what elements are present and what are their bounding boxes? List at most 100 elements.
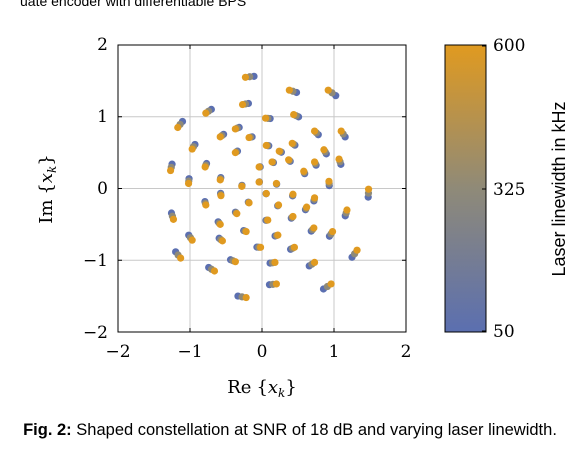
constellation-point-sample xyxy=(328,227,337,236)
constellation-point xyxy=(341,206,351,220)
constellation-point xyxy=(262,216,272,224)
colorbar-tick-label: 50 xyxy=(493,322,515,342)
constellation-point-sample xyxy=(337,127,345,135)
x-tick-label: −2 xyxy=(105,342,130,362)
constellation-point xyxy=(285,86,301,97)
constellation-point-sample xyxy=(255,163,263,171)
constellation-point-sample xyxy=(238,182,246,190)
constellation-point-sample xyxy=(166,166,175,175)
constellation-point xyxy=(245,133,256,142)
constellation-point xyxy=(216,173,225,184)
constellation-point-sample xyxy=(290,111,298,119)
constellation-point xyxy=(290,111,303,121)
constellation-point xyxy=(310,194,319,205)
constellation-point-sample xyxy=(289,190,297,198)
constellation-point-sample xyxy=(274,201,283,209)
constellation-point-sample xyxy=(303,203,311,211)
constellation-point-sample xyxy=(177,254,185,262)
constellation-point-sample xyxy=(285,86,293,94)
constellation-point xyxy=(301,203,311,214)
constellation-point xyxy=(172,248,185,262)
constellation-point xyxy=(364,185,373,201)
constellation-point xyxy=(231,208,241,218)
constellation-point-sample xyxy=(201,163,209,171)
constellation-point-sample xyxy=(262,141,270,150)
colorbar-label: Laser linewidth in kHz xyxy=(549,101,569,276)
constellation-point xyxy=(201,197,210,209)
constellation-point-sample xyxy=(218,237,226,245)
constellation-point-sample xyxy=(231,125,239,133)
constellation-point-sample xyxy=(188,236,196,244)
constellation-point xyxy=(335,155,345,168)
constellation-point xyxy=(238,181,246,190)
constellation-figure: 2 1 0 −1 −2 −2 −1 0 1 2 Re {xk} Im{xk} 60… xyxy=(36,35,569,400)
constellation-point xyxy=(216,130,228,141)
constellation-point-sample xyxy=(290,243,298,251)
y-tick-label: −2 xyxy=(83,323,108,343)
constellation-point-sample xyxy=(262,114,270,122)
constellation-point-sample xyxy=(310,158,319,166)
constellation-point xyxy=(201,159,211,171)
constellation-point xyxy=(231,123,243,133)
constellation-point-sample xyxy=(202,201,210,209)
constellation-point xyxy=(348,246,361,261)
constellation-point-sample xyxy=(288,139,296,147)
constellation-point-sample xyxy=(268,158,276,166)
constellation-point-sample xyxy=(353,246,361,254)
constellation-point xyxy=(185,231,196,244)
constellation-point-sample xyxy=(210,267,219,275)
constellation-point-sample xyxy=(217,192,225,200)
constellation-point xyxy=(167,209,178,223)
constellation-point xyxy=(202,105,215,117)
constellation-point xyxy=(262,114,274,123)
constellation-point-sample xyxy=(231,258,239,266)
constellation-point-sample xyxy=(310,258,319,266)
constellation-point xyxy=(166,160,176,175)
x-tick-label: 0 xyxy=(257,342,268,362)
constellation-point xyxy=(253,243,265,251)
x-tick-label: −1 xyxy=(177,342,202,362)
constellation-point-sample xyxy=(275,147,283,155)
constellation-point-sample xyxy=(216,133,224,141)
colorbar-tick-label: 325 xyxy=(493,180,525,200)
constellation-point xyxy=(307,224,318,235)
constellation-point-sample xyxy=(289,212,297,221)
axis-ticks xyxy=(117,44,407,333)
constellation-point-sample xyxy=(188,145,196,153)
constellation-point-sample xyxy=(174,123,182,132)
constellation-point-sample xyxy=(169,215,178,223)
constellation-point-sample xyxy=(202,109,210,117)
constellation-point xyxy=(226,256,239,266)
constellation-point-sample xyxy=(264,216,272,224)
constellation-point xyxy=(275,147,285,156)
constellation-point xyxy=(287,212,297,222)
grid-lines xyxy=(118,45,406,332)
constellation-point-sample xyxy=(310,224,318,232)
constellation-point-sample xyxy=(216,220,224,228)
y-tick-label: 0 xyxy=(97,179,108,199)
caption-text: Shaped constellation at SNR of 18 dB and… xyxy=(76,421,557,439)
constellation-point xyxy=(265,280,280,289)
constellation-point xyxy=(231,147,242,157)
constellation-point xyxy=(271,231,282,240)
constellation-point xyxy=(241,72,258,81)
constellation-point xyxy=(266,258,279,267)
constellation-point xyxy=(288,139,299,149)
constellation-point-sample xyxy=(272,179,280,188)
constellation-point-sample xyxy=(242,227,250,236)
constellation-point xyxy=(274,201,283,210)
constellation-point xyxy=(184,175,193,188)
y-tick-label: −1 xyxy=(83,251,108,271)
constellation-point-sample xyxy=(285,156,293,164)
constellation-point-sample xyxy=(343,206,351,214)
constellation-point-sample xyxy=(274,231,282,239)
colorbar-tick-label: 600 xyxy=(493,36,525,56)
constellation-point xyxy=(319,280,335,293)
constellation-point xyxy=(272,179,281,188)
constellation-point-sample xyxy=(241,73,250,81)
constellation-point xyxy=(234,292,250,302)
x-tick-label: 1 xyxy=(329,342,340,362)
constellation-points xyxy=(166,72,373,302)
constellation-point-sample xyxy=(216,176,224,184)
constellation-point xyxy=(262,141,273,150)
